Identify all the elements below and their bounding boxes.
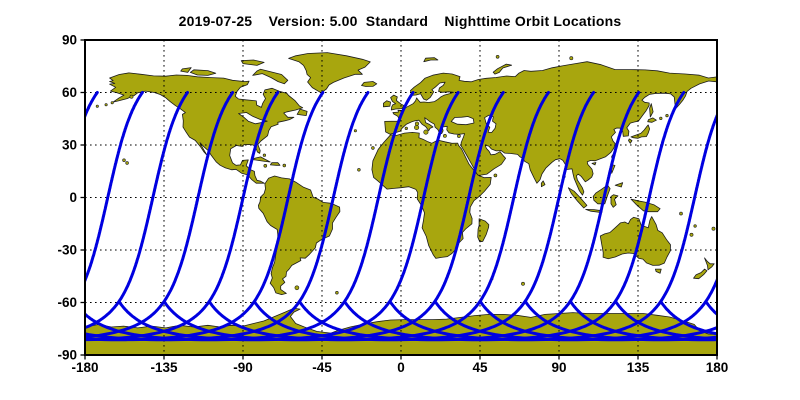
islet <box>659 116 663 120</box>
chart-title: 2019-07-25 Version: 5.00 Standard Nightt… <box>178 13 622 29</box>
x-tick-label: -45 <box>312 360 332 375</box>
islet <box>110 101 114 105</box>
orbit-track-13-wrap <box>0 93 52 340</box>
islet <box>414 121 420 126</box>
islet <box>569 56 574 61</box>
plot-area <box>0 40 800 355</box>
orbit-track-1 <box>85 91 144 285</box>
islet <box>125 161 129 165</box>
islet <box>404 126 408 130</box>
landmass-novaya_zemlya <box>492 63 512 75</box>
islet <box>457 134 461 138</box>
landmass-australia <box>599 216 671 266</box>
landmass-madagascar <box>477 218 490 243</box>
y-tick-label: 60 <box>62 85 77 100</box>
landmass-south_america <box>258 175 341 295</box>
orbit-track-12-wrap <box>0 93 7 340</box>
islet <box>129 94 134 99</box>
islet <box>371 146 375 150</box>
landmass-mindanao <box>614 182 624 188</box>
x-tick-label: 45 <box>472 360 488 375</box>
landmass-honshu <box>630 124 650 139</box>
islet <box>357 168 361 172</box>
x-tick-label: -180 <box>71 360 98 375</box>
landmass-baffin <box>252 68 289 85</box>
plot-frame <box>84 39 718 356</box>
islet <box>95 104 99 108</box>
islet <box>294 285 300 291</box>
islet <box>711 226 716 231</box>
landmass-ellesmere <box>240 59 265 66</box>
landmass-greenland <box>288 52 371 94</box>
landmass-hokkaido <box>647 117 657 123</box>
islet <box>104 103 108 107</box>
orbit-track-2 <box>85 91 189 330</box>
y-tick-label: 90 <box>62 33 77 48</box>
x-tick-label: 135 <box>627 360 650 375</box>
landmass-sulawesi <box>610 194 619 208</box>
landmass-eurasia <box>384 61 717 196</box>
y-axis-labels: 90 60 30 0 -30 -60 -90 <box>57 33 84 363</box>
islet <box>495 54 500 59</box>
lakes-layer <box>238 112 497 133</box>
lake-black_sea <box>450 116 475 126</box>
landmass-sri_lanka <box>540 180 546 188</box>
landmass-new_guinea <box>630 198 661 213</box>
gridlines-layer <box>85 40 717 355</box>
landmass-nz_south <box>693 268 708 280</box>
landmass-sakhalin <box>649 103 654 118</box>
islet <box>679 211 683 216</box>
landmass-ireland <box>383 100 391 108</box>
landmass-hispaniola <box>270 162 281 166</box>
islet <box>689 232 694 237</box>
y-tick-label: -60 <box>57 295 77 310</box>
islet <box>442 133 447 138</box>
y-tick-label: 0 <box>69 190 77 205</box>
orbit-track-3 <box>85 91 235 339</box>
y-tick-label: -90 <box>57 348 77 363</box>
landmass-banks_island <box>180 67 192 73</box>
islet <box>493 173 498 178</box>
islet <box>335 291 339 295</box>
orbit-track-13 <box>343 91 686 342</box>
islet <box>122 158 126 162</box>
islet <box>282 163 286 168</box>
x-axis-labels: -180 -135 -90 -45 0 45 90 135 180 <box>71 356 728 375</box>
orbit-track-7-wrap <box>705 301 717 317</box>
landmass-svalbard <box>423 57 439 63</box>
islet <box>414 125 420 131</box>
landmass-iceland <box>361 81 378 87</box>
landmass-cuba <box>252 156 271 163</box>
landmass-nz_north <box>704 257 715 271</box>
landmass-victoria_island <box>189 69 217 76</box>
landmass-britain <box>390 94 405 111</box>
orbit-track-8-wrap <box>752 93 800 340</box>
x-tick-label: -135 <box>150 360 178 375</box>
islet <box>665 113 669 118</box>
x-tick-label: 180 <box>706 360 729 375</box>
land-layer <box>85 52 717 355</box>
landmass-newfoundland <box>296 108 308 116</box>
orbit-tracks-layer <box>0 91 800 342</box>
islets-layer <box>87 54 716 295</box>
x-tick-label: -90 <box>233 360 253 375</box>
orbit-track-6-wrap <box>659 301 717 336</box>
y-tick-label: -30 <box>57 243 77 258</box>
y-tick-label: 30 <box>62 138 77 153</box>
islet <box>693 224 697 228</box>
islet <box>262 153 267 157</box>
landmass-kyushu <box>628 138 633 144</box>
islet <box>521 281 525 286</box>
landmass-north_america <box>109 72 304 184</box>
landmass-hainan <box>591 162 597 166</box>
islet <box>263 164 268 168</box>
islet <box>353 129 357 133</box>
islet <box>423 129 429 135</box>
x-tick-label: 0 <box>397 360 405 375</box>
x-tick-label: 90 <box>551 360 566 375</box>
landmass-sumatra <box>567 187 588 209</box>
landmass-tasmania <box>655 268 662 274</box>
